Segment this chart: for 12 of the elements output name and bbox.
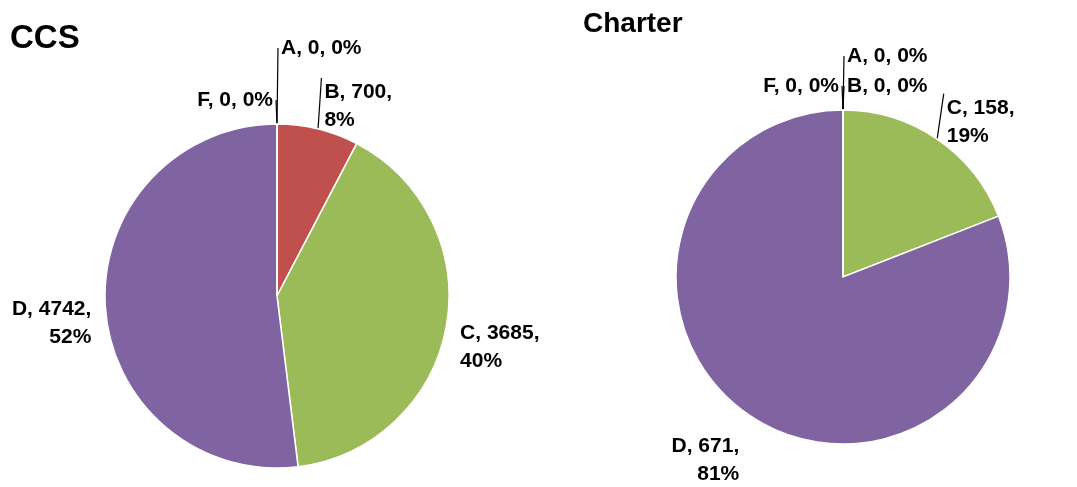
slice-label: D, 4742, 52%	[11, 295, 92, 347]
slice-label: B, 700, 8%	[324, 79, 393, 131]
category-label: F, 0, 0%	[763, 73, 839, 96]
category-label: A, 0, 0%	[847, 43, 928, 66]
category-label: F, 0, 0%	[197, 87, 273, 110]
slice-label: C, 158, 19%	[946, 94, 1015, 146]
slice-label: C, 3685, 40%	[460, 320, 540, 372]
chart-title: Charter	[583, 7, 683, 38]
chart-title: CCS	[10, 18, 80, 55]
legend-label: B, 0, 0%	[847, 73, 928, 96]
category-label: A, 0, 0%	[281, 35, 362, 59]
slice-label: D, 671, 81%	[671, 433, 740, 485]
